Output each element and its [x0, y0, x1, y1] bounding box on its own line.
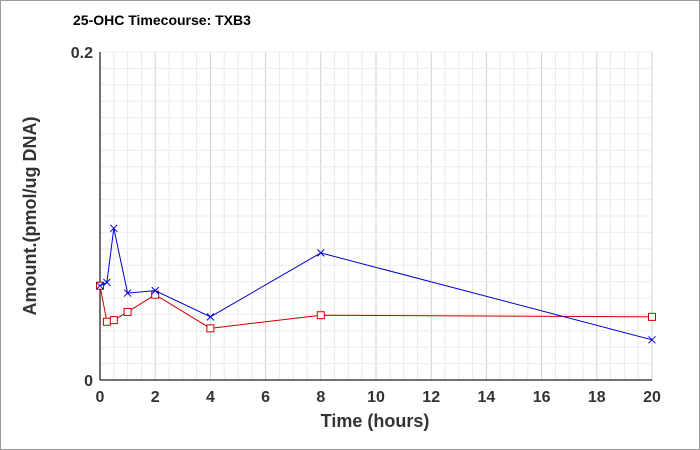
x-tick-label: 0 [96, 389, 105, 406]
data-point-x [648, 335, 656, 344]
marker-stroke [123, 289, 132, 297]
data-point-square [316, 311, 325, 320]
x-tick-label: 16 [533, 389, 551, 406]
data-point-square [109, 316, 118, 325]
y-axis-title: Amount.(pmol/ug DNA) [20, 117, 40, 316]
data-point-x [316, 249, 325, 257]
data-point-x [109, 224, 118, 233]
marker-stroke [316, 249, 325, 257]
data-point-x [123, 289, 132, 297]
marker-stroke [109, 224, 118, 233]
series-line-2 [99, 228, 653, 341]
data-point-square [206, 324, 215, 333]
x-tick-label: 8 [316, 389, 325, 406]
marker-stroke [648, 335, 656, 344]
y-tick-label: 0 [84, 373, 93, 390]
data-point-x [206, 313, 215, 321]
marker-stroke [151, 286, 160, 295]
x-tick-label: 18 [588, 389, 606, 406]
data-point-x [96, 281, 104, 290]
data-point-x [103, 278, 111, 287]
x-tick-label: 10 [367, 389, 385, 406]
marker-stroke [96, 281, 104, 290]
grid [99, 51, 653, 381]
x-tick-label: 20 [643, 389, 661, 406]
data-point-square [123, 307, 132, 316]
x-tick-label: 12 [422, 389, 440, 406]
data-point-square [102, 317, 111, 326]
data-point-square [648, 312, 656, 321]
axes [99, 52, 652, 381]
x-axis-title: Time (hours) [321, 411, 430, 431]
x-tick-label: 2 [151, 389, 160, 406]
y-tick-label: 0.2 [71, 45, 93, 62]
x-tick-label: 14 [478, 389, 496, 406]
series [96, 224, 656, 344]
chart-title: 25-OHC Timecourse: TXB3 [73, 12, 251, 28]
marker-stroke [103, 278, 111, 287]
tick-labels: 0 2 4 6 8 10 12 14 16 18 20 0 0.2 [71, 45, 661, 406]
marker-stroke [206, 313, 215, 321]
data-point-x [151, 286, 160, 295]
x-tick-label: 6 [261, 389, 270, 406]
x-tick-label: 4 [206, 389, 215, 406]
